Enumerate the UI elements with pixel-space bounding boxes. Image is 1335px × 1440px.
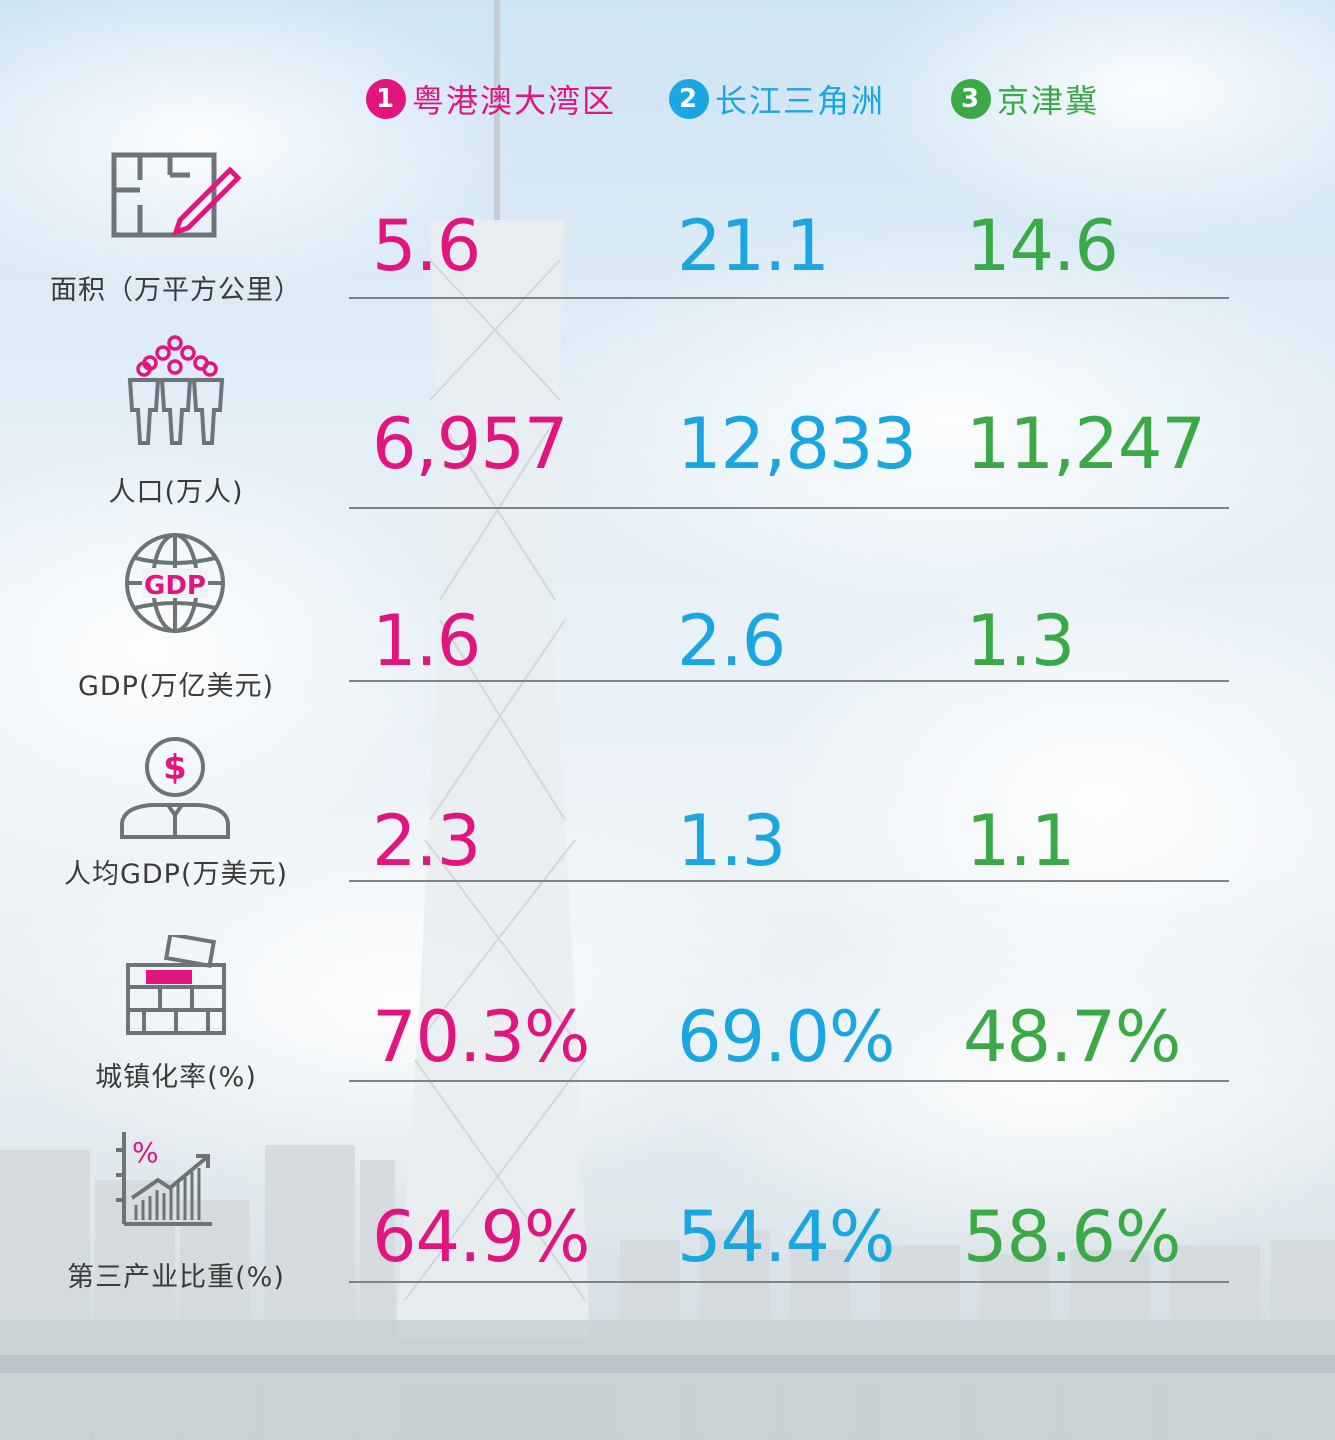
legend-label: 粤港澳大湾区 [412,82,617,120]
value-region1: 6,957 [372,403,568,485]
row-divider [349,297,1229,299]
row-divider [349,680,1229,682]
value-region1: 70.3% [372,996,590,1078]
metric-label: 面积（万平方公里） [50,275,302,306]
value-region1: 64.9% [372,1196,590,1278]
growth-chart-icon: % [116,1132,212,1226]
floorplan-pencil-icon [111,152,242,238]
value-region2: 1.3 [677,800,786,882]
legend-number-badge: 1 [366,79,406,119]
row-divider [349,880,1229,882]
value-region3: 1.3 [966,600,1075,682]
value-region2: 21.1 [677,205,830,287]
value-region3: 58.6% [963,1196,1181,1278]
metric-label: 人口(万人) [108,477,244,508]
legend-item-2: 2 长江三角洲 [669,76,885,122]
metric-label: 人均GDP(万美元) [63,859,289,890]
row-divider [349,1281,1229,1283]
legend-label: 京津冀 [997,82,1100,120]
metric-label: 城镇化率(%) [95,1062,257,1093]
value-region3: 14.6 [966,205,1119,287]
value-region2: 2.6 [677,600,786,682]
legend-label: 长江三角洲 [715,82,886,120]
value-region2: 69.0% [677,996,895,1078]
dollar-person-icon: $ [120,737,230,839]
legend-number-badge: 2 [669,79,709,119]
people-icon [127,335,225,445]
row-divider [349,507,1229,509]
value-region3: 1.1 [966,800,1075,882]
metric-label: GDP(万亿美元) [77,671,275,702]
brick-wall-icon [126,935,226,1035]
legend-number-badge: 3 [951,79,991,119]
gdp-icon-text: GDP [144,571,206,601]
value-region2: 54.4% [677,1196,895,1278]
value-region3: 11,247 [966,403,1206,485]
dollar-icon-text: $ [163,748,187,788]
value-region1: 1.6 [372,600,481,682]
row-divider [349,1080,1229,1082]
percent-icon-text: % [132,1136,159,1169]
value-region3: 48.7% [963,996,1181,1078]
value-region1: 2.3 [372,800,481,882]
value-region1: 5.6 [372,205,481,287]
metric-label: 第三产业比重(%) [67,1262,285,1293]
legend-item-3: 3 京津冀 [951,76,1099,122]
globe-gdp-icon: GDP [125,533,225,633]
legend-item-1: 1 粤港澳大湾区 [366,76,616,122]
value-region2: 12,833 [677,403,917,485]
